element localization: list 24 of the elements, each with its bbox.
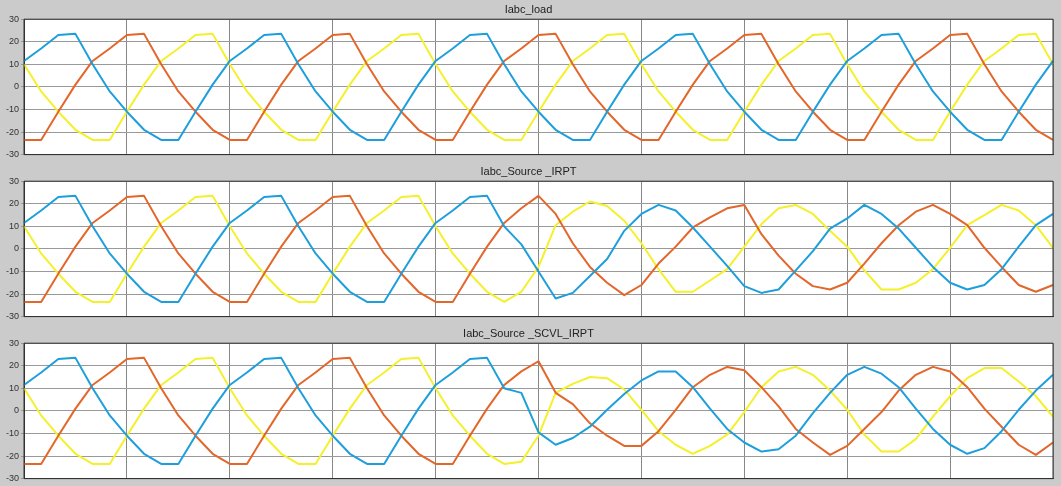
y-tick-label: -30 (5, 473, 20, 484)
y-tick-label: 20 (8, 36, 20, 47)
y-tick-label: 10 (8, 58, 20, 69)
y-tick-label: -30 (5, 149, 20, 160)
y-tick-label: 20 (8, 360, 20, 371)
y-tick-label: -20 (5, 126, 20, 137)
y-tick-label: -10 (5, 427, 20, 438)
y-tick-label: -30 (5, 311, 20, 322)
chart-title: Iabc_Source _IRPT (480, 164, 577, 177)
y-tick-label: 10 (8, 382, 20, 393)
y-tick-label: 0 (13, 81, 20, 92)
y-tick-label: -20 (5, 288, 20, 299)
y-tick-label: -20 (5, 450, 20, 461)
y-tick-label: 30 (8, 175, 20, 186)
y-tick-label: 0 (13, 243, 20, 254)
y-tick-label: -10 (5, 103, 20, 114)
chart-title: Iabc_load (504, 2, 553, 15)
y-tick-label: 10 (8, 220, 20, 231)
y-tick-label: 20 (8, 198, 20, 209)
y-tick-label: 0 (13, 405, 20, 416)
y-tick-label: 30 (8, 337, 20, 348)
chart-title: Iabc_Source _SCVL_IRPT (463, 326, 595, 339)
y-tick-label: -10 (5, 265, 20, 276)
y-tick-label: 30 (8, 13, 20, 24)
